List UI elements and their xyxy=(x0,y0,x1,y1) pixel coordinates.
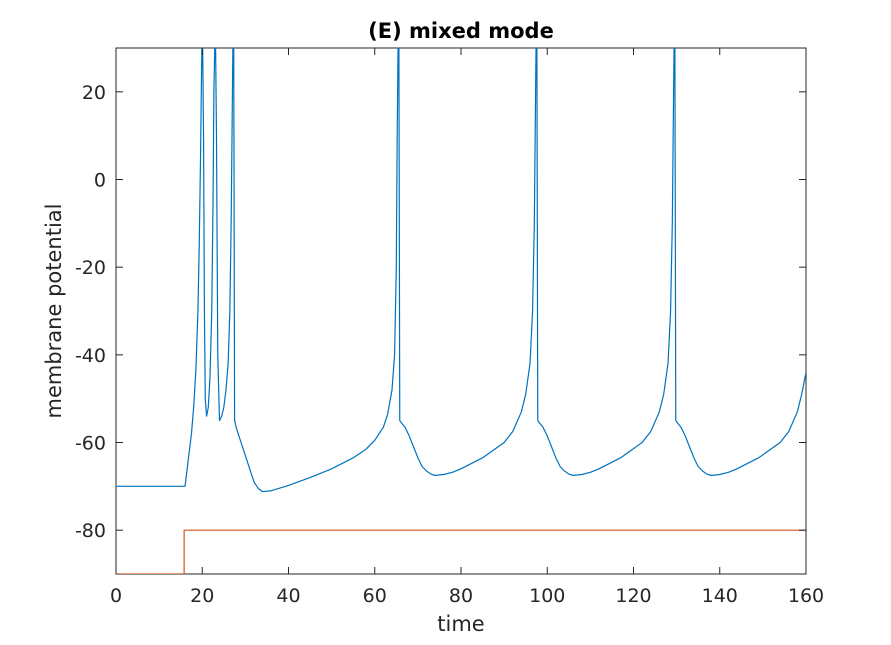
x-tick-label: 100 xyxy=(529,585,565,607)
y-tick-label: -40 xyxy=(75,345,106,367)
x-tick-label: 40 xyxy=(276,585,300,607)
chart-title: (E) mixed mode xyxy=(368,19,554,43)
x-tick-label: 60 xyxy=(363,585,387,607)
series-line-1 xyxy=(116,48,806,493)
x-axis: 0 20 40 60 80 100 120 140 160 xyxy=(110,48,824,607)
x-tick-label: 120 xyxy=(615,585,651,607)
series-line-2 xyxy=(116,529,806,574)
y-axis: -80 -60 -40 -20 0 20 xyxy=(75,82,806,542)
y-tick-label: -20 xyxy=(75,257,106,279)
x-tick-label: 80 xyxy=(449,585,473,607)
x-axis-label: time xyxy=(437,612,484,636)
y-tick-label: -80 xyxy=(75,520,106,542)
y-axis-label: membrane potential xyxy=(42,204,66,419)
y-tick-label: 0 xyxy=(94,170,106,192)
y-tick-label: 20 xyxy=(82,82,106,104)
plot-area xyxy=(115,47,807,575)
x-tick-label: 160 xyxy=(788,585,824,607)
series-layer xyxy=(116,48,806,574)
x-tick-label: 0 xyxy=(110,585,122,607)
y-tick-label: -60 xyxy=(75,433,106,455)
x-tick-label: 140 xyxy=(702,585,738,607)
x-tick-label: 20 xyxy=(190,585,214,607)
